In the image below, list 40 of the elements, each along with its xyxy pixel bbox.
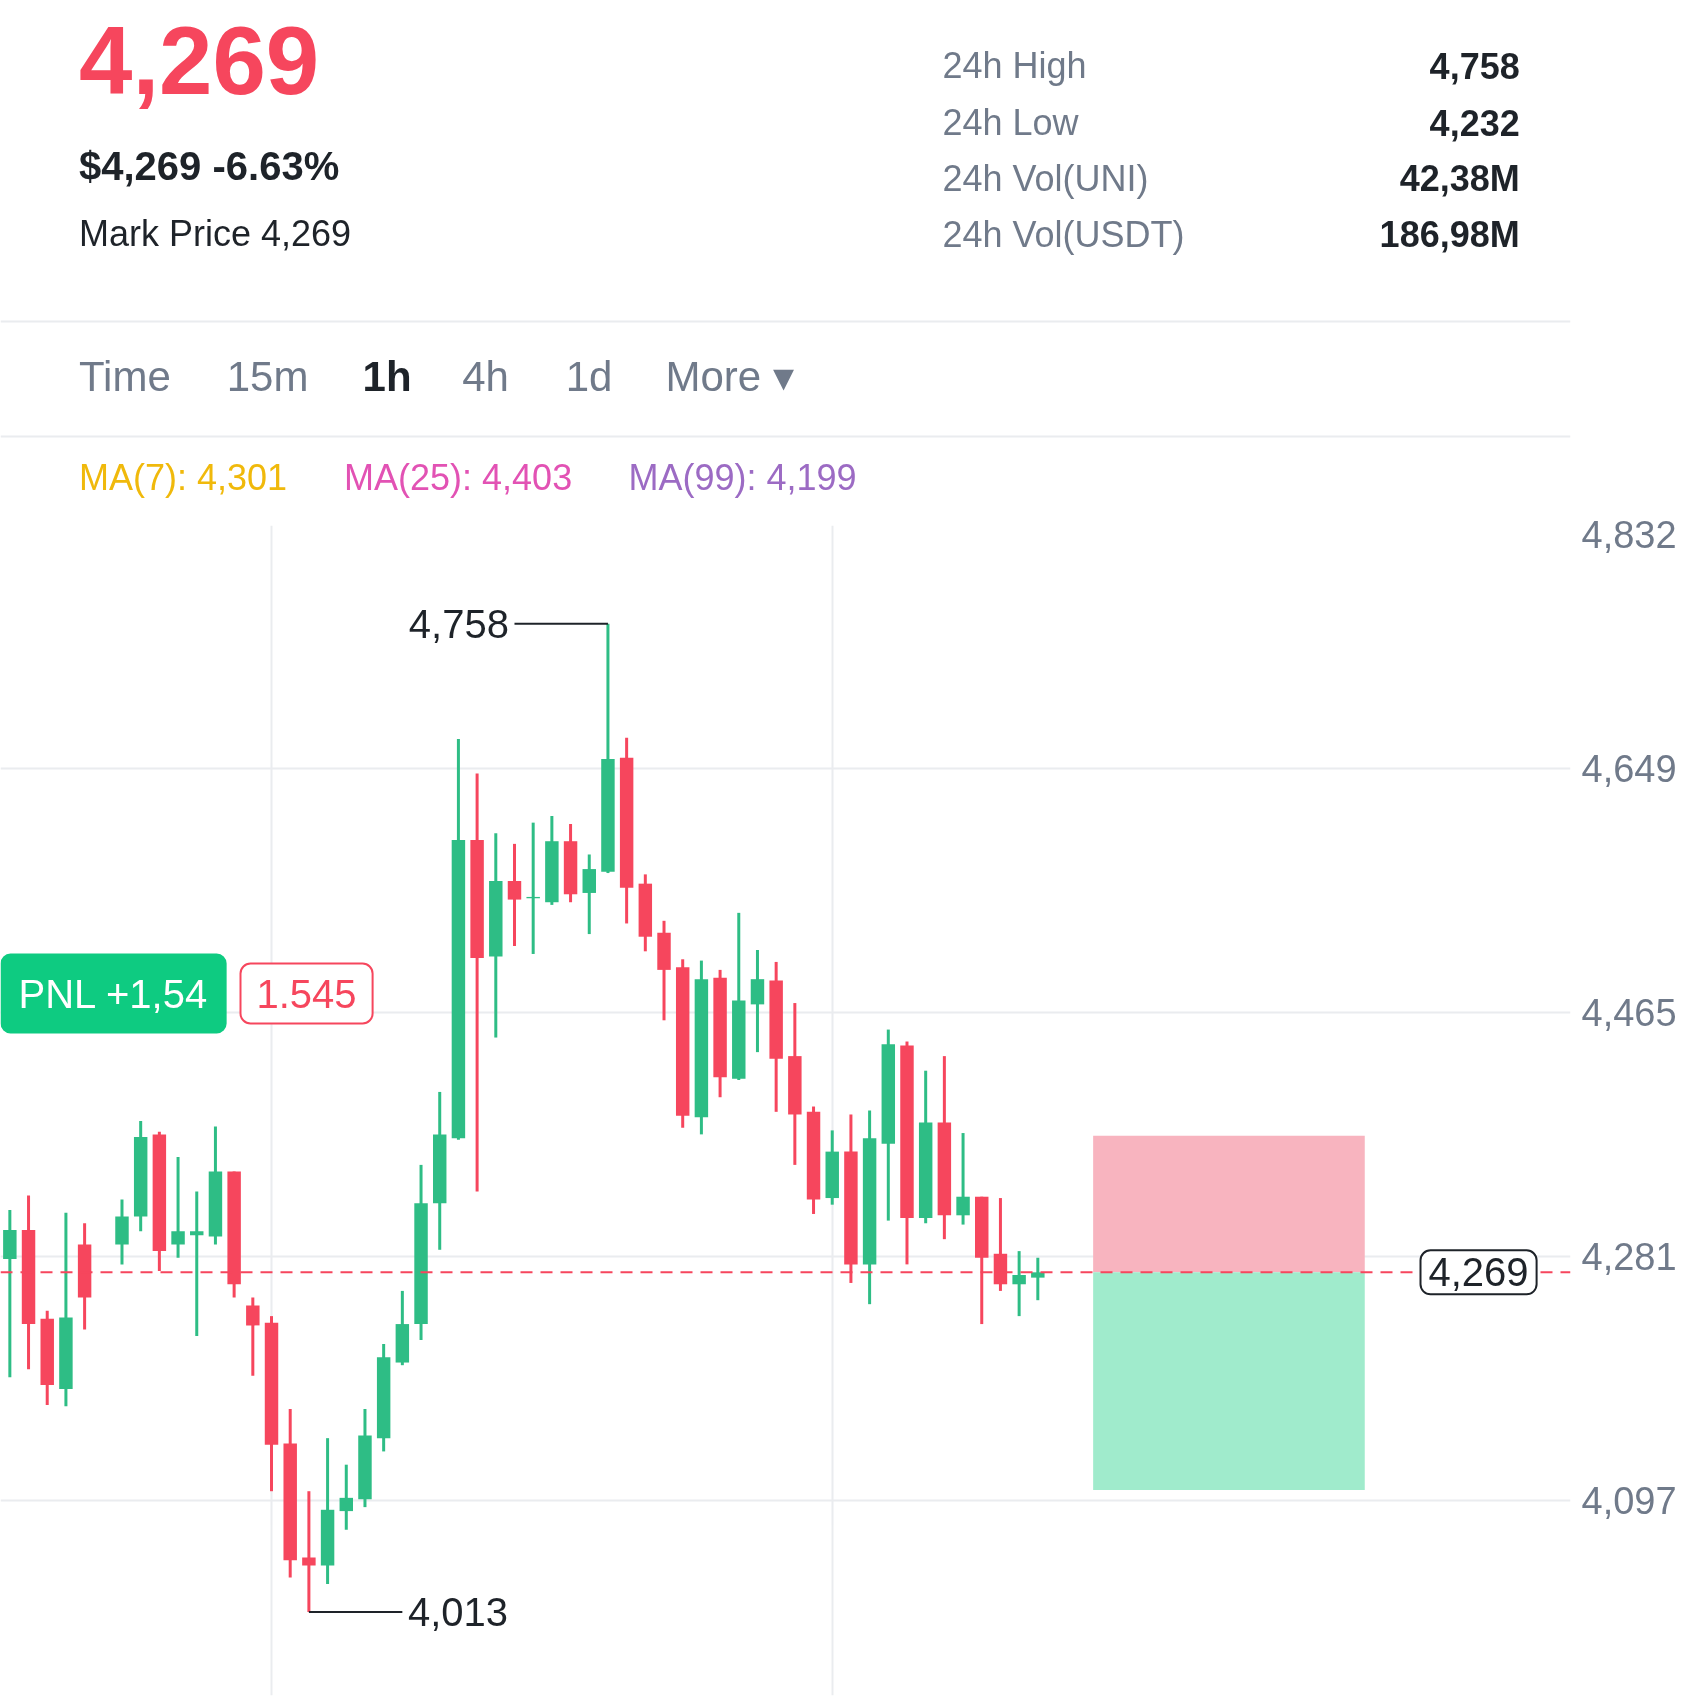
text: 15m — [226, 353, 309, 400]
text: MA(99): 4,199 — [628, 457, 857, 498]
text: 4,758 — [1429, 45, 1520, 87]
candlestick — [956, 1133, 970, 1225]
chart-title: 4,269 — [79, 7, 320, 114]
text: 42,38M — [1399, 158, 1520, 199]
text: More ▾ — [665, 353, 794, 400]
text: 186,98M — [1379, 214, 1520, 255]
text: Time — [79, 353, 171, 400]
y-tick-label: 4,281 — [1581, 1235, 1677, 1278]
ref-line-label: 4,269 — [1428, 1250, 1529, 1295]
y-tick-label: 4,097 — [1581, 1480, 1677, 1522]
candlestick — [171, 1156, 185, 1258]
candlestick — [507, 842, 522, 947]
text: 24h Vol(UNI) — [942, 158, 1149, 199]
text: 4,232 — [1429, 102, 1520, 144]
text: 24h Low — [942, 102, 1080, 143]
annotation: PNL +1,54 — [18, 971, 208, 1016]
candlestick — [1031, 1257, 1045, 1302]
candlestick — [582, 854, 596, 936]
text: Mark Price 4,269 — [79, 213, 352, 254]
text: MA(7): 4,301 — [79, 457, 288, 498]
candlestick — [339, 1464, 353, 1530]
y-tick-label: 4,832 — [1581, 513, 1677, 556]
annotation: 4,013 — [407, 1589, 509, 1634]
candlestick — [246, 1297, 260, 1376]
text: 24h High — [942, 45, 1087, 86]
text: 24h Vol(USDT) — [942, 214, 1185, 255]
annotation: 4,758 — [408, 601, 509, 646]
text: 4h — [462, 353, 509, 400]
candlestick — [1012, 1251, 1026, 1318]
y-tick-label: 4,649 — [1581, 747, 1677, 790]
y-tick-label: 4,465 — [1581, 991, 1677, 1034]
candlestick — [302, 1491, 316, 1612]
candlestick — [190, 1191, 204, 1337]
text: 1d — [565, 353, 613, 400]
annotation: 1.545 — [256, 971, 357, 1016]
text: 1h — [362, 353, 412, 400]
text: MA(25): 4,403 — [344, 457, 573, 498]
chart-subtitle: $4,269 -6.63% — [79, 143, 340, 188]
